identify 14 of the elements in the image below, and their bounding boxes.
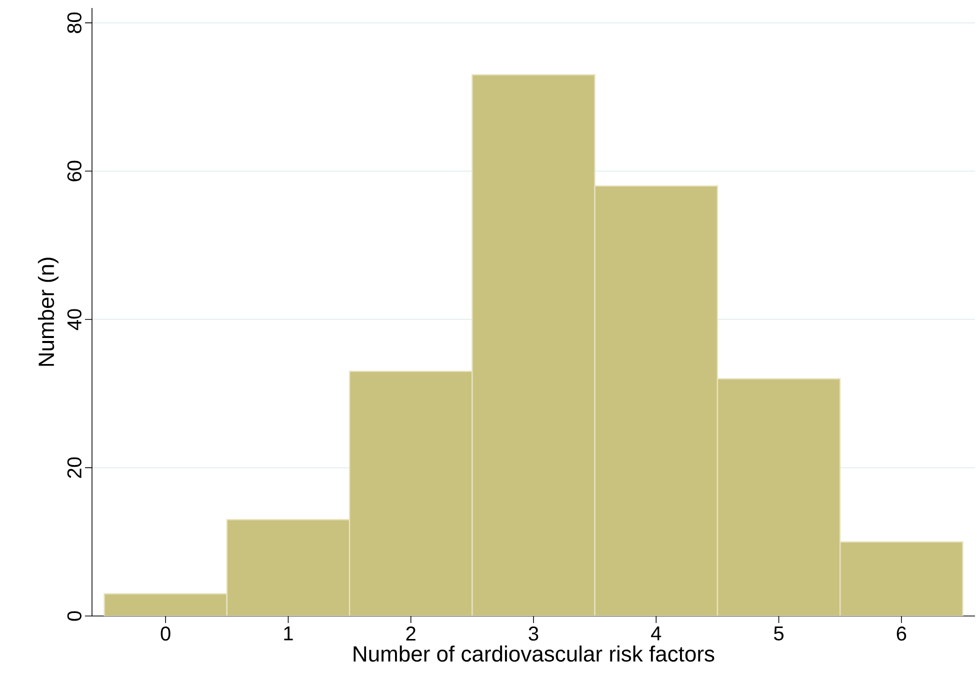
x-axis-title: Number of cardiovascular risk factors: [354, 646, 714, 662]
x-tick-label: 4: [651, 626, 662, 640]
x-tick-label: 2: [406, 626, 416, 640]
y-tick-label: 80: [67, 12, 82, 34]
y-tick-label: 40: [67, 309, 82, 330]
x-tick-label: 5: [774, 626, 784, 640]
x-tick-label: 0: [160, 626, 170, 641]
y-tick-label: 60: [67, 160, 82, 182]
y-axis-title: Number (n): [38, 258, 58, 366]
y-tick-label: 0: [67, 611, 82, 621]
x-tick-label: 3: [528, 626, 538, 641]
x-tick-label: 6: [896, 626, 906, 641]
y-tick-label: 20: [67, 457, 82, 478]
x-tick-label: 1: [284, 626, 293, 640]
